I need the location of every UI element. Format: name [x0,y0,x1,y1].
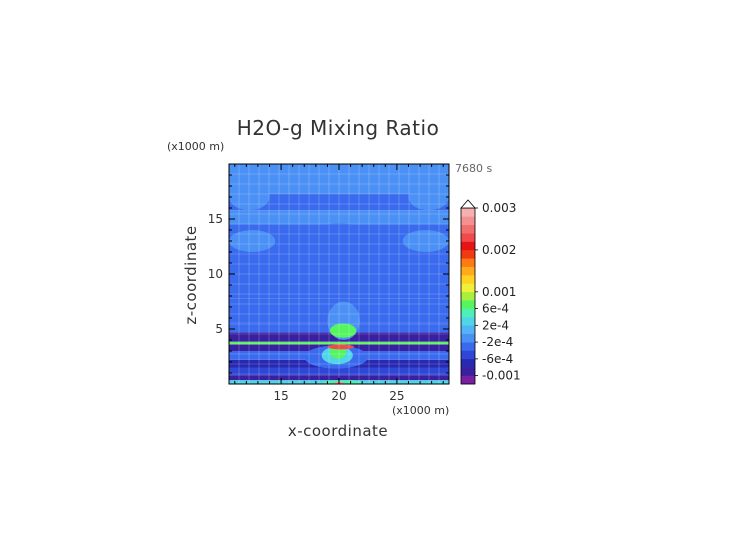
y-axis-label: z-coordinate [182,225,200,324]
colorbar-segment [461,266,475,276]
band-13 [229,210,449,225]
colorbar-segment [461,224,475,234]
colorbar-extend-arrow [460,199,476,209]
feature-11 [402,230,449,252]
colorbar-tick-label: 0.002 [482,243,516,257]
colorbar-segment [461,249,475,259]
x-tick-label: 15 [273,389,288,403]
colorbar-tick-label: 0.003 [482,201,516,215]
band-11 [229,252,449,269]
colorbar-tick-label: 6e-4 [482,302,509,316]
chart-title: H2O-g Mixing Ratio [237,116,440,140]
colorbar-tick-label: -0.001 [482,369,521,383]
grid-lines [229,164,449,384]
colorbar-tick-label: -6e-4 [482,352,513,366]
colorbar-segment [461,333,475,343]
feature-5 [327,344,355,350]
colorbar-segment [461,283,475,293]
band-2 [229,367,449,376]
axis-ticks: 15 20 25 5 10 15 [208,164,449,403]
feature-10 [229,230,276,252]
colorbar-segment [461,275,475,284]
time-label: 7680 s [455,162,492,175]
colorbar-segment [461,300,475,309]
x-axis-label: x-coordinate [288,422,388,440]
colorbar-tick-label: -2e-4 [482,335,513,349]
colorbar-segment [461,258,475,267]
y-tick-label: 10 [208,267,223,281]
colorbar-segment [461,316,475,326]
colorbar-segment [461,325,475,335]
band-1 [229,375,449,381]
colorbar-segment [461,308,475,318]
colorbar-segment [461,342,475,351]
feature-8 [229,183,270,211]
colorbar-segment [461,375,475,385]
colorbar-segment [461,241,475,251]
band-6 [229,341,449,345]
colorbar-segment [461,233,475,242]
y-tick-label: 15 [208,212,223,226]
y-tick-label: 5 [215,322,223,336]
colorbar-tick-label: 2e-4 [482,318,509,332]
colorbar-segment [461,291,475,301]
x-tick-label: 20 [331,389,346,403]
feature-9 [408,183,449,211]
plot-area [229,164,449,385]
x-axis-unit: (x1000 m) [392,404,449,417]
colorbar-segment [461,367,475,376]
colorbar-segment [461,358,475,368]
feature-1 [329,323,357,338]
y-axis-unit: (x1000 m) [167,140,224,153]
colorbar-segment [461,216,475,226]
x-tick-label: 25 [389,389,404,403]
colorbar-segment [461,350,475,360]
colorbar-segment [461,208,475,217]
band-14 [229,193,449,211]
colorbar-tick-label: 0.001 [482,285,516,299]
band-10 [229,268,449,299]
feature-12 [315,223,363,235]
colorbar: 0.003 0.002 0.001 6e-4 2e-4 -2e-4 -6e-4 -0.001 [460,199,521,385]
